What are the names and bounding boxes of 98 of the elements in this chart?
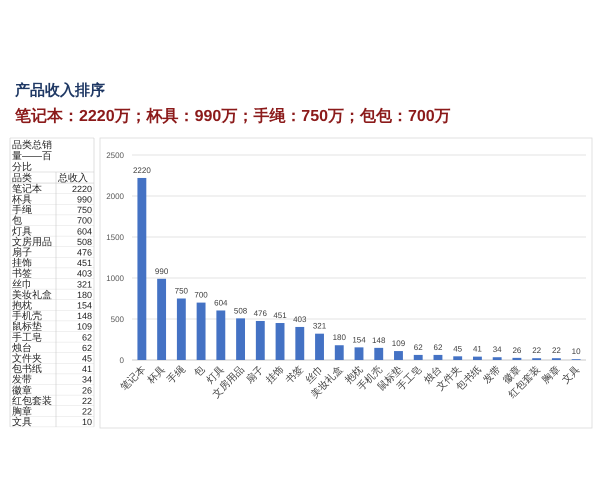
text: 品类 xyxy=(12,172,32,184)
text: 品类总销量——百分比 xyxy=(12,139,52,173)
data-label: 451 xyxy=(76,258,92,268)
x-tick-label: 扇子 xyxy=(244,364,266,386)
category-label: 丝巾 xyxy=(12,278,32,290)
data-label: 34 xyxy=(492,345,502,354)
data-label: 109 xyxy=(392,339,406,348)
bar xyxy=(492,357,502,360)
data-label: 154 xyxy=(352,335,366,344)
data-label: 321 xyxy=(312,322,327,331)
data-label: 604 xyxy=(76,226,92,236)
data-label: 22 xyxy=(82,396,92,406)
bar xyxy=(414,354,423,360)
data-label: 22 xyxy=(82,406,92,416)
bar xyxy=(256,320,265,360)
bar xyxy=(354,347,364,360)
data-label: 451 xyxy=(273,311,288,320)
bar xyxy=(216,310,226,360)
category-label: 包 xyxy=(12,214,22,227)
category-label: 手绳 xyxy=(12,204,32,216)
data-label: 41 xyxy=(82,364,92,374)
subtitle: 笔记本：2220万；杯具：990万；手绳：750万；包包：700万 xyxy=(15,108,451,125)
y-tick-label: 1500 xyxy=(106,233,125,242)
category-label: 烛台 xyxy=(12,342,32,354)
category-label: 杯具 xyxy=(11,194,32,206)
y-tick-label: 2500 xyxy=(106,151,125,160)
category-label: 鼠标垫 xyxy=(12,320,42,333)
data-label: 700 xyxy=(76,216,92,226)
data-label: 22 xyxy=(532,346,542,356)
category-label: 挂饰 xyxy=(12,257,32,270)
data-label: 990 xyxy=(76,194,92,204)
y-tick-label: 1000 xyxy=(106,274,125,283)
data-label: 508 xyxy=(76,236,92,247)
category-label: 手机壳 xyxy=(12,310,42,322)
bar xyxy=(394,351,403,360)
category-label: 扇子 xyxy=(12,246,32,258)
data-label: 22 xyxy=(552,346,562,356)
data-label: 476 xyxy=(76,248,92,258)
data-label: 154 xyxy=(76,300,92,310)
data-label: 321 xyxy=(76,279,92,290)
bar xyxy=(176,298,186,360)
data-label: 2220 xyxy=(132,166,152,175)
data-label: 700 xyxy=(194,290,208,300)
category-label: 抱枕 xyxy=(12,300,32,312)
data-label: 990 xyxy=(154,266,169,276)
category-label: 书签 xyxy=(12,268,32,280)
data-label: 62 xyxy=(414,342,424,352)
data-label: 26 xyxy=(512,346,522,355)
data-label: 45 xyxy=(82,354,92,364)
category-label: 灯具 xyxy=(12,225,32,238)
bar xyxy=(334,345,344,360)
y-tick-label: 500 xyxy=(110,315,125,324)
data-label: 148 xyxy=(76,311,92,322)
bar xyxy=(315,334,324,360)
bar xyxy=(196,302,206,360)
category-label: 文件夹 xyxy=(12,352,42,364)
category-label: 文具 xyxy=(12,416,32,428)
bar xyxy=(276,323,284,360)
y-tick-label: 2000 xyxy=(106,192,125,201)
bar xyxy=(295,326,304,360)
category-label: 文房用品 xyxy=(12,236,52,248)
title: 产品收入排序 xyxy=(15,82,105,99)
data-label: 109 xyxy=(76,322,92,332)
category-label: 美妆礼盒 xyxy=(12,288,52,301)
data-label: 62 xyxy=(434,342,443,352)
bar xyxy=(434,354,442,360)
data-label: 62 xyxy=(82,342,92,353)
data-label: 604 xyxy=(214,298,228,308)
category-label: 手工皂 xyxy=(12,331,42,344)
data-label: 750 xyxy=(174,286,189,296)
bar xyxy=(453,356,462,360)
data-label: 10 xyxy=(572,347,582,356)
data-label: 148 xyxy=(372,336,386,345)
data-label: 62 xyxy=(82,332,92,342)
data-label: 45 xyxy=(453,344,463,354)
text: 总收入 xyxy=(57,172,88,184)
bar xyxy=(137,178,146,360)
data-label: 403 xyxy=(76,268,92,279)
x-tick-label: 包 xyxy=(192,364,208,380)
data-label: 403 xyxy=(293,314,307,324)
data-label: 41 xyxy=(472,344,482,354)
data-label: 2220 xyxy=(72,184,92,194)
data-label: 508 xyxy=(234,306,248,316)
y-tick-label: 0 xyxy=(120,356,125,365)
bar xyxy=(374,348,384,360)
data-label: 750 xyxy=(76,205,92,216)
bar xyxy=(157,278,166,360)
data-label: 476 xyxy=(254,308,268,318)
data-label: 26 xyxy=(82,385,92,396)
bar xyxy=(236,318,246,360)
category-label: 胸章 xyxy=(12,406,32,418)
data-label: 180 xyxy=(332,333,346,342)
category-label: 笔记本 xyxy=(12,182,42,195)
data-label: 10 xyxy=(82,417,92,428)
bar xyxy=(472,356,482,360)
x-tick-label: 发带 xyxy=(480,364,504,386)
data-label: 34 xyxy=(82,374,92,385)
data-label: 180 xyxy=(76,290,92,300)
